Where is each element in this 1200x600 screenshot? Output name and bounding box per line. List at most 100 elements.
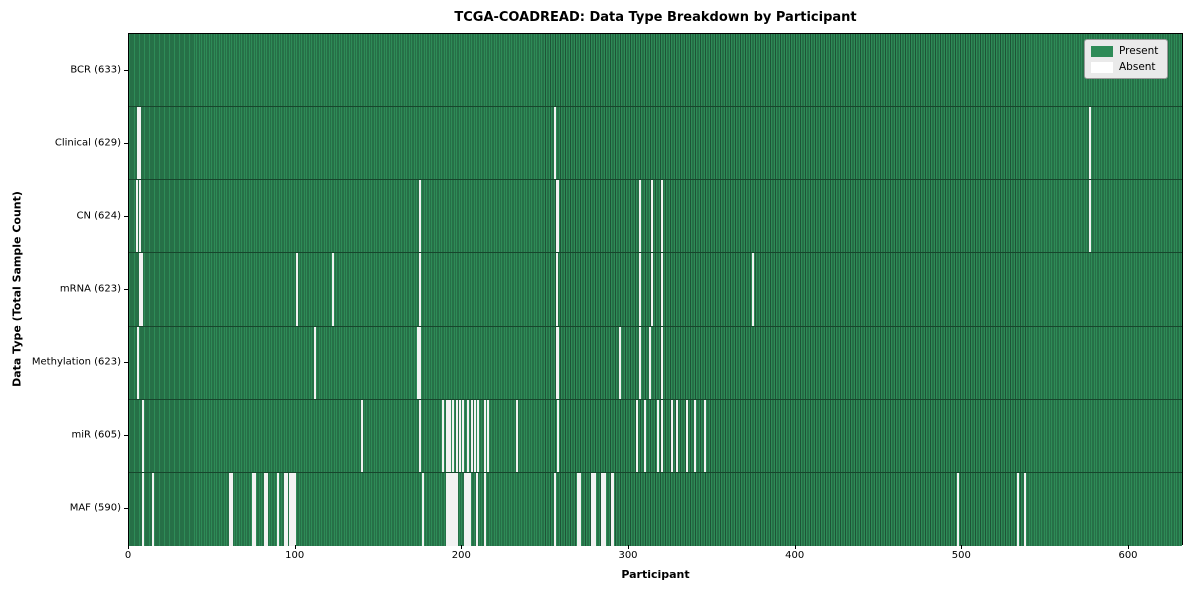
absent-stripe	[137, 326, 140, 399]
absent-stripe	[650, 253, 653, 326]
absent-stripe	[474, 399, 476, 472]
absent-stripe	[419, 253, 421, 326]
absent-stripe	[657, 399, 660, 472]
y-tick-label: mRNA (623)	[59, 283, 121, 295]
absent-stripe	[419, 326, 421, 399]
heatmap-row-clinical	[129, 107, 1182, 181]
absent-stripe	[332, 253, 335, 326]
absent-stripe	[675, 399, 678, 472]
absent-stripe	[592, 472, 595, 546]
absent-stripe	[487, 399, 490, 472]
x-axis-label: Participant	[621, 568, 690, 581]
absent-stripe	[604, 472, 606, 546]
heatmap-row-maf	[129, 472, 1182, 546]
absent-stripe	[452, 399, 455, 472]
absent-stripe	[602, 472, 605, 546]
x-tick-mark	[1128, 545, 1129, 549]
absent-stripe	[612, 472, 615, 546]
y-tick-mark	[124, 69, 128, 71]
absent-stripe	[579, 472, 581, 546]
absent-stripe	[660, 399, 663, 472]
y-tick-mark	[124, 215, 128, 217]
absent-stripe	[957, 472, 960, 546]
absent-stripe	[639, 253, 641, 326]
absent-stripe	[670, 399, 673, 472]
absent-stripe	[619, 326, 621, 399]
absent-stripe	[230, 472, 233, 546]
absent-stripe	[285, 472, 288, 546]
absent-stripe	[289, 472, 291, 546]
y-tick-mark	[124, 508, 128, 510]
absent-stripe	[254, 472, 256, 546]
present-swatch-icon	[1091, 45, 1113, 57]
absent-stripe	[594, 472, 596, 546]
x-tick-mark	[294, 545, 296, 549]
x-tick-mark	[961, 545, 963, 549]
absent-stripe	[442, 399, 445, 472]
absent-stripe	[590, 472, 593, 546]
heatmap-row-mrna	[129, 253, 1182, 327]
absent-stripe	[475, 472, 478, 546]
absent-stripe	[139, 180, 141, 253]
absent-stripe	[639, 180, 641, 253]
absent-stripe	[294, 472, 296, 546]
y-tick-label: Clinical (629)	[54, 137, 121, 149]
absent-stripe	[290, 472, 293, 546]
absent-stripe	[557, 399, 560, 472]
absent-stripe	[419, 180, 421, 253]
x-tick-label: 200	[451, 550, 471, 561]
x-tick-mark	[794, 545, 796, 549]
absent-stripe	[229, 472, 231, 546]
absent-stripe	[465, 472, 468, 546]
absent-stripe	[455, 472, 458, 546]
absent-stripe	[447, 472, 450, 546]
absent-stripe	[450, 472, 453, 546]
y-tick-label: miR (605)	[71, 429, 121, 441]
absent-stripe	[139, 253, 141, 326]
absent-stripe	[139, 107, 141, 180]
absent-stripe	[635, 399, 638, 472]
heatmap-row-methylation	[129, 326, 1182, 400]
heatmap-row-cn	[129, 180, 1182, 254]
absent-stripe	[477, 399, 480, 472]
absent-stripe	[142, 472, 145, 546]
x-tick-mark	[461, 545, 463, 549]
absent-stripe	[644, 399, 646, 472]
absent-stripe	[445, 399, 448, 472]
absent-stripe	[445, 472, 448, 546]
absent-stripe	[135, 180, 138, 253]
absent-stripe	[694, 399, 696, 472]
legend-entry-present: Present	[1091, 45, 1158, 57]
absent-swatch-icon	[1091, 61, 1113, 73]
x-tick-mark	[628, 545, 629, 549]
y-tick-label: MAF (590)	[69, 502, 121, 514]
absent-stripe	[284, 472, 286, 546]
absent-stripe	[467, 472, 470, 546]
absent-stripe	[660, 253, 663, 326]
heatmap-row-bcr	[129, 34, 1182, 108]
legend-entry-absent: Absent	[1091, 61, 1158, 73]
absent-stripe	[1024, 472, 1026, 546]
x-tick-label: 300	[618, 550, 638, 561]
absent-stripe	[557, 326, 560, 399]
y-tick-mark	[124, 289, 128, 290]
absent-stripe	[752, 253, 755, 326]
absent-stripe	[464, 472, 466, 546]
absent-stripe	[484, 399, 486, 472]
absent-stripe	[419, 399, 421, 472]
absent-stripe	[417, 326, 420, 399]
y-tick-mark	[124, 435, 128, 437]
absent-stripe	[449, 399, 451, 472]
absent-stripe	[265, 472, 268, 546]
legend-label-present: Present	[1119, 45, 1159, 57]
absent-stripe	[469, 472, 471, 546]
x-tick-label: 400	[785, 550, 805, 561]
absent-stripe	[277, 472, 280, 546]
absent-stripe	[660, 180, 663, 253]
absent-stripe	[649, 326, 651, 399]
absent-stripe	[264, 472, 266, 546]
absent-stripe	[1089, 107, 1091, 180]
x-tick-label: 500	[951, 550, 971, 561]
absent-stripe	[467, 399, 470, 472]
